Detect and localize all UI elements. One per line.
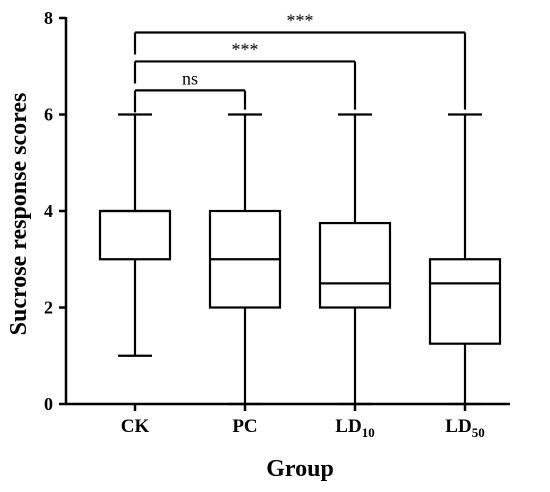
y-tick-label: 6 <box>44 105 53 125</box>
y-tick-label: 8 <box>44 8 53 28</box>
box-iqr <box>98 209 172 261</box>
y-tick-label: 0 <box>44 394 53 414</box>
y-tick-label: 4 <box>44 201 53 221</box>
x-tick-label: PC <box>232 416 257 437</box>
significance-label: ns <box>182 68 198 88</box>
x-tick-label-subscript: 10 <box>362 425 375 440</box>
significance-label: *** <box>287 10 314 30</box>
box-iqr <box>428 258 502 345</box>
x-tick-label: LD50 <box>445 416 484 440</box>
y-axis-title: Sucrose response scores <box>6 93 32 336</box>
box-iqr <box>318 221 392 309</box>
x-tick-label: LD10 <box>335 416 374 440</box>
y-tick-label: 2 <box>44 298 53 318</box>
x-axis-title: Group <box>266 456 334 482</box>
x-tick-label: CK <box>121 416 150 437</box>
x-tick-label-subscript: 50 <box>472 425 485 440</box>
significance-label: *** <box>232 39 259 59</box>
